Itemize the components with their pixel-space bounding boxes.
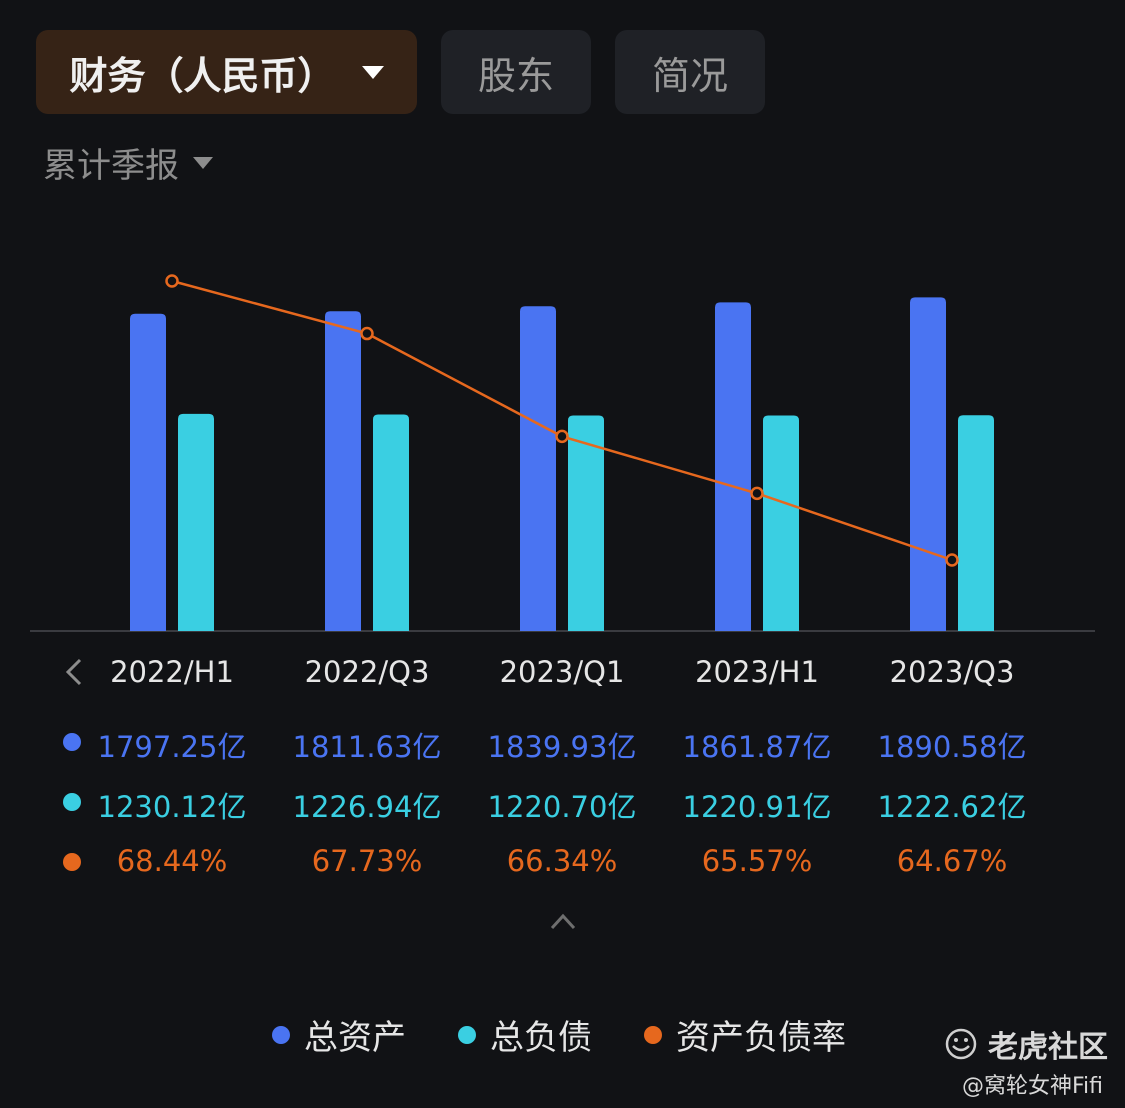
bar-total-assets[interactable] (910, 297, 946, 631)
value-total-liabilities: 1230.12亿 (97, 790, 247, 824)
value-total-liabilities: 1220.70亿 (487, 790, 637, 824)
tab-holders[interactable]: 股东 (441, 30, 591, 114)
bar-total-liabilities[interactable] (958, 415, 994, 631)
legend-dot-debt-ratio (644, 1025, 662, 1044)
x-tick-label: 2023/Q3 (889, 655, 1015, 689)
legend-item-total-assets[interactable]: 总资产 (272, 1010, 406, 1059)
point-debt-ratio[interactable] (945, 553, 959, 567)
watermark: 老虎社区 (944, 1022, 1108, 1066)
bar-total-assets[interactable] (520, 306, 556, 631)
value-total-liabilities: 1220.91亿 (682, 790, 832, 824)
legend-label: 资产负债率 (676, 1018, 846, 1058)
caret-down-icon (361, 65, 384, 79)
point-debt-ratio[interactable] (360, 326, 374, 341)
row-dot-total-liabilities (63, 793, 81, 811)
period-selector-label: 累计季报 (43, 146, 179, 186)
tab-holders-label: 股东 (477, 53, 554, 98)
chart (30, 274, 1095, 632)
watermark-brand: 老虎社区 (988, 1030, 1108, 1065)
tab-brief[interactable]: 简况 (615, 30, 765, 114)
value-total-assets: 1839.93亿 (487, 730, 637, 764)
value-total-assets: 1797.25亿 (97, 730, 247, 764)
legend-label: 总负债 (490, 1018, 592, 1058)
watermark-user: @窝轮女神Fifi (961, 1074, 1103, 1099)
period-selector[interactable]: 累计季报 (43, 138, 213, 187)
bar-total-assets[interactable] (130, 313, 166, 631)
tiger-logo-icon (945, 1028, 977, 1060)
legend-item-debt-ratio[interactable]: 资产负债率 (644, 1010, 846, 1059)
bar-total-liabilities[interactable] (763, 415, 799, 631)
bar-total-liabilities[interactable] (373, 414, 409, 631)
legend-dot-total-assets (272, 1025, 290, 1044)
x-tick-label: 2022/Q3 (304, 655, 430, 689)
value-total-liabilities: 1222.62亿 (877, 790, 1027, 824)
legend-item-total-liabilities[interactable]: 总负债 (458, 1010, 592, 1059)
x-tick-label: 2023/Q1 (499, 655, 625, 689)
point-debt-ratio[interactable] (555, 429, 569, 444)
value-total-liabilities: 1226.94亿 (292, 790, 442, 824)
point-debt-ratio[interactable] (750, 486, 764, 501)
value-debt-ratio: 68.44% (116, 844, 228, 878)
value-total-assets: 1890.58亿 (877, 730, 1027, 764)
chevron-left-icon[interactable] (62, 657, 86, 687)
tab-finance-label: 财务（人民币） (69, 53, 336, 98)
value-debt-ratio: 65.57% (701, 844, 813, 878)
row-dot-debt-ratio (63, 853, 81, 871)
bar-total-assets[interactable] (715, 302, 751, 631)
bar-total-assets[interactable] (325, 311, 361, 631)
x-tick-label: 2023/H1 (695, 655, 819, 689)
value-debt-ratio: 66.34% (506, 844, 618, 878)
value-total-assets: 1811.63亿 (292, 730, 442, 764)
bar-total-liabilities[interactable] (568, 415, 604, 631)
value-debt-ratio: 64.67% (896, 844, 1008, 878)
tab-brief-label: 简况 (651, 53, 728, 98)
row-dot-total-assets (63, 733, 81, 751)
line-debt-ratio (171, 279, 953, 562)
value-total-assets: 1861.87亿 (682, 730, 832, 764)
caret-down-icon (193, 156, 213, 169)
legend-dot-total-liabilities (458, 1025, 476, 1044)
bar-total-liabilities[interactable] (178, 413, 214, 631)
chevron-up-icon[interactable] (548, 910, 578, 932)
tab-finance[interactable]: 财务（人民币） (36, 30, 417, 114)
x-tick-label: 2022/H1 (110, 655, 234, 689)
value-debt-ratio: 67.73% (311, 844, 423, 878)
legend-label: 总资产 (304, 1018, 406, 1058)
point-debt-ratio[interactable] (165, 274, 179, 288)
